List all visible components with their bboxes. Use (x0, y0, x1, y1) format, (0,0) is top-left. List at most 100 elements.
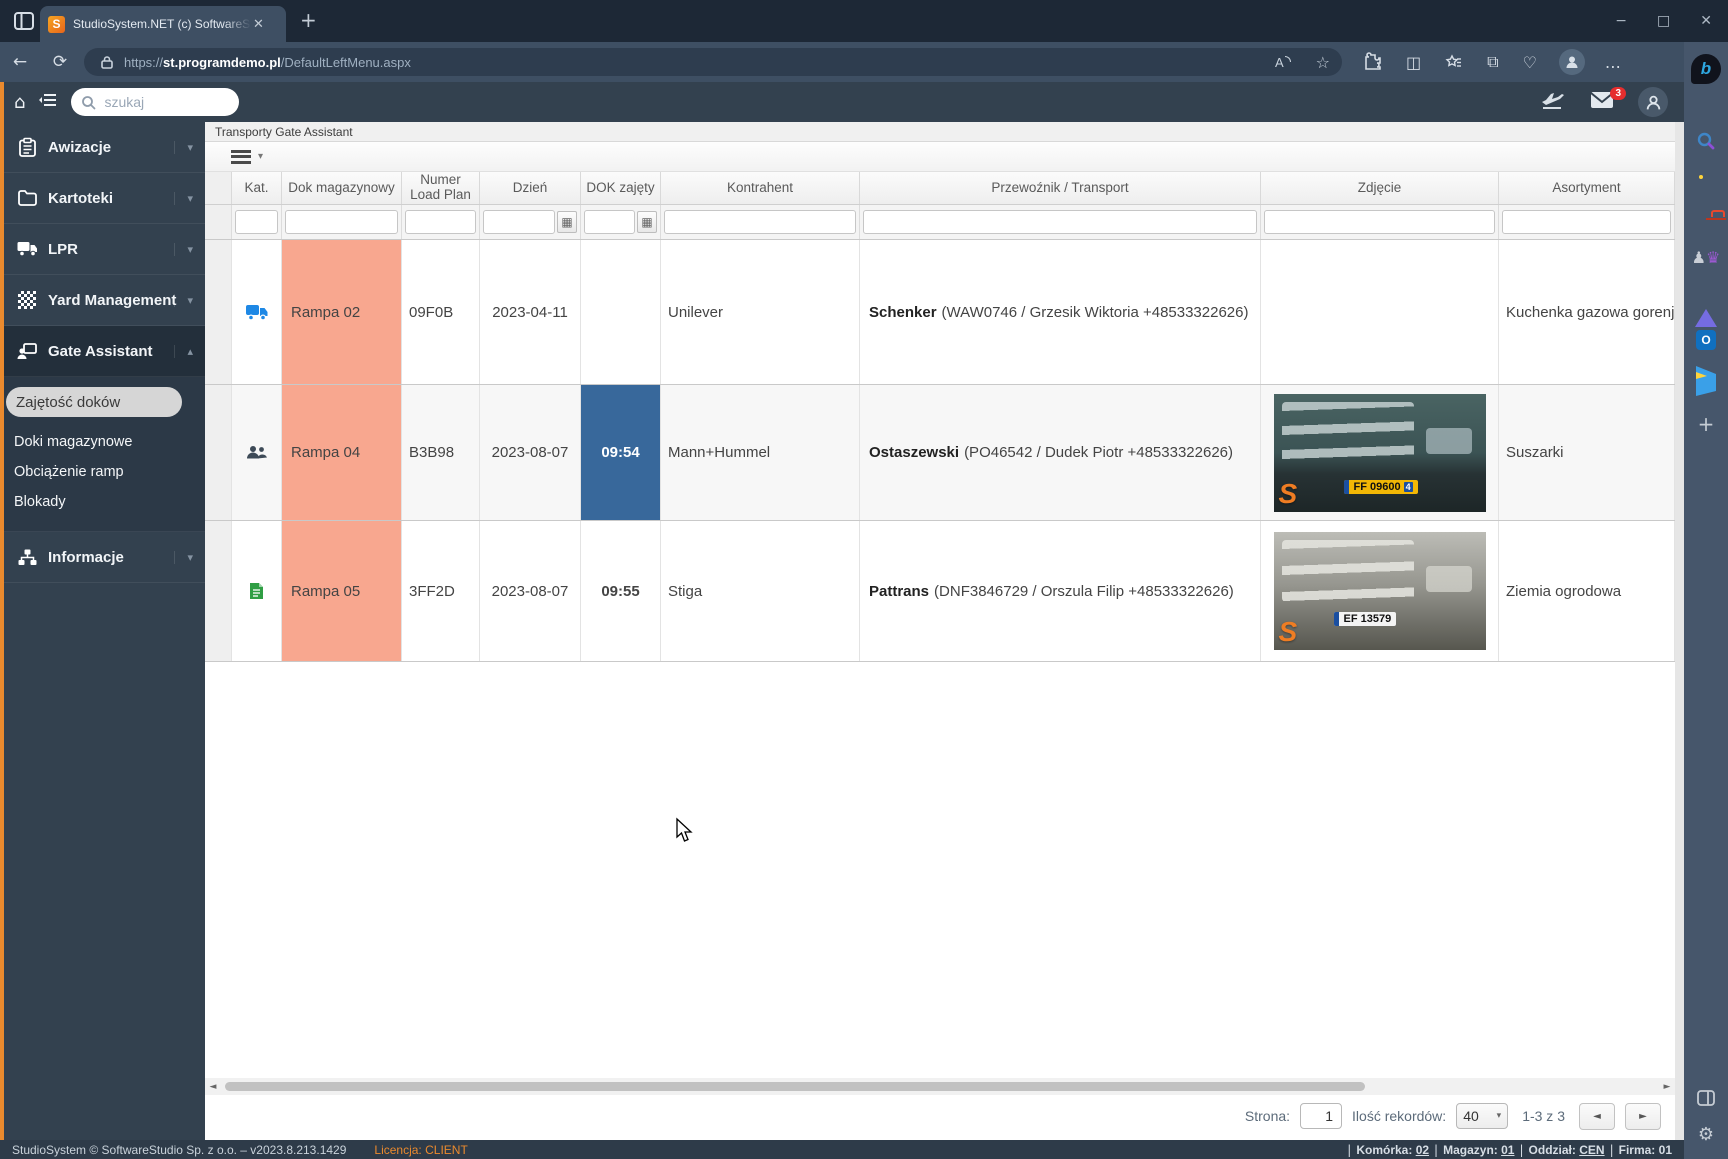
sidebar-item-lpr[interactable]: LPR ▾ (0, 224, 205, 275)
sidebar-item-label: Informacje (48, 548, 124, 566)
sidebar-search-icon[interactable] (1684, 130, 1728, 157)
truck-photo[interactable]: EF 13579 S (1273, 532, 1486, 650)
header-cell-asortyment[interactable]: Asortyment (1499, 172, 1675, 204)
sidebar-settings-gear-icon[interactable]: ⚙ (1697, 1124, 1715, 1145)
table-row[interactable]: Rampa 05 3FF2D 2023-08-07 09:55 Stiga Pa… (205, 521, 1675, 662)
page-number-input[interactable] (1300, 1103, 1343, 1129)
dock-cell: Rampa 04 (282, 385, 402, 520)
header-cell-dok-zajety[interactable]: DOK zajęty (581, 172, 661, 204)
sidebar-panel-icon[interactable] (1684, 1088, 1728, 1113)
games-icon[interactable]: ♟♛ (1691, 248, 1721, 267)
table-row[interactable]: Rampa 02 09F0B 2023-04-11 Unilever Schen… (205, 240, 1675, 385)
scrollbar-thumb[interactable] (225, 1082, 1365, 1091)
split-screen-icon[interactable]: ◫ (1406, 52, 1422, 72)
user-account-icon[interactable] (1638, 87, 1668, 117)
scroll-left-icon[interactable]: ◄ (209, 1081, 217, 1092)
sidebar-subitem-doki-magazynowe[interactable]: Doki magazynowe (14, 434, 133, 450)
previous-page-button[interactable]: ◄ (1579, 1102, 1615, 1130)
browser-tab[interactable]: S StudioSystem.NET (c) SoftwareStu ✕ (40, 6, 286, 42)
filter-input-asortyment[interactable] (1502, 210, 1671, 234)
microsoft-365-icon[interactable] (1684, 292, 1728, 327)
window-minimize-button[interactable]: − (1615, 13, 1628, 29)
license-text: Licencja: CLIENT (374, 1143, 467, 1157)
calendar-picker-icon[interactable]: ▦ (557, 211, 577, 233)
sidebar-subitem-blokady[interactable]: Blokady (14, 494, 66, 510)
app-search-box[interactable] (71, 88, 240, 116)
grid-toolbar: ▾ (205, 142, 1675, 172)
header-cell-dok-magazynowy[interactable]: Dok magazynowy (282, 172, 402, 204)
row-selector-cell[interactable] (205, 521, 232, 661)
outlook-icon[interactable]: O (1684, 330, 1728, 350)
new-tab-button[interactable]: + (300, 8, 317, 32)
header-cell-kat[interactable]: Kat. (232, 172, 282, 204)
header-cell-przewoznik[interactable]: Przewoźnik / Transport (860, 172, 1261, 204)
plate-text: FF 09600 (1353, 480, 1401, 493)
back-button[interactable]: ← (12, 52, 28, 72)
calendar-picker-icon[interactable]: ▦ (637, 211, 657, 233)
profile-avatar[interactable] (1558, 49, 1585, 75)
filter-input-kontrahent[interactable] (664, 210, 856, 234)
horizontal-scrollbar[interactable]: ◄ ► (205, 1078, 1675, 1095)
browser-essentials-icon[interactable]: ♡ (1522, 52, 1537, 72)
add-tabs-group-icon[interactable]: ⧉ (1487, 52, 1499, 71)
carrier-cell: Pattrans (DNF3846729 / Orszula Filip +485… (860, 521, 1261, 661)
header-cell-kontrahent[interactable]: Kontrahent (661, 172, 860, 204)
sidebar-subitem-obciazenie-ramp[interactable]: Obciążenie ramp (14, 464, 124, 480)
extensions-icon[interactable] (1364, 52, 1382, 71)
filter-input-load-plan[interactable] (405, 210, 476, 234)
app-version-text: StudioSystem © SoftwareStudio Sp. z o.o.… (12, 1142, 347, 1157)
truck-photo[interactable]: FF 09600 4 S (1273, 393, 1486, 512)
plate-text: EF 13579 (1343, 613, 1392, 625)
row-selector-cell[interactable] (205, 385, 232, 520)
address-bar[interactable]: https://st.programdemo.pl/DefaultLeftMen… (84, 48, 1342, 76)
collections-icon[interactable] (1445, 53, 1463, 71)
tab-close-icon[interactable]: ✕ (253, 16, 264, 32)
window-close-button[interactable]: ✕ (1700, 13, 1712, 29)
filter-input-przewoznik[interactable] (863, 210, 1257, 234)
sidebar-item-informacje[interactable]: Informacje ▾ (0, 532, 205, 583)
scroll-right-icon[interactable]: ► (1663, 1081, 1671, 1092)
row-selector-cell[interactable] (205, 240, 232, 384)
filter-input-kat[interactable] (235, 210, 278, 234)
filter-input-dok-zajety[interactable] (584, 210, 635, 234)
table-row[interactable]: Rampa 04 B3B98 2023-08-07 09:54 Mann+Hum… (205, 385, 1675, 521)
grid-filter-row: ▦ ▦ (205, 205, 1675, 240)
sidebar-item-kartoteki[interactable]: Kartoteki ▾ (0, 173, 205, 224)
read-aloud-icon[interactable]: A (1275, 55, 1291, 70)
home-icon[interactable]: ⌂ (14, 91, 26, 113)
sidebar-item-gate-assistant[interactable]: Gate Assistant ▴ (0, 326, 205, 377)
photo-cell: EF 13579 S (1261, 521, 1499, 661)
filter-input-zdjecie[interactable] (1264, 210, 1495, 234)
filter-input-dok-magazynowy[interactable] (285, 210, 398, 234)
sidebar-item-yard-management[interactable]: Yard Management ▾ (0, 275, 205, 326)
drop-icon[interactable] (1684, 366, 1728, 396)
departures-icon[interactable] (1540, 89, 1566, 116)
sidebar-item-label: Yard Management (48, 291, 177, 309)
menu-collapse-icon[interactable] (39, 92, 57, 113)
grid-menu-icon[interactable] (231, 149, 251, 164)
grid-menu-caret-icon[interactable]: ▾ (258, 151, 264, 162)
filter-input-dzien[interactable] (483, 210, 555, 234)
favorite-star-icon[interactable]: ☆ (1315, 52, 1330, 72)
messages-icon[interactable]: 3 (1590, 86, 1626, 114)
carrier-name: Ostaszewski (869, 444, 960, 461)
records-per-page-select[interactable]: 40 ▾ (1456, 1103, 1509, 1129)
load-plan-cell: B3B98 (402, 385, 480, 520)
load-plan-cell: 09F0B (402, 240, 480, 384)
add-sidebar-app-icon[interactable]: + (1697, 412, 1715, 436)
sidebar-item-awizacje[interactable]: Awizacje ▾ (0, 122, 205, 173)
sidebar-item-label: LPR (48, 240, 78, 258)
sidebar-subitem-zajetosc-dokow[interactable]: Zajętość doków (6, 387, 182, 417)
scrollbar-track[interactable] (221, 1078, 1659, 1095)
load-plan-cell: 3FF2D (402, 521, 480, 661)
next-page-button[interactable]: ► (1625, 1102, 1661, 1130)
header-cell-dzien[interactable]: Dzień (480, 172, 581, 204)
search-input[interactable] (104, 94, 215, 110)
refresh-button[interactable]: ⟳ (52, 52, 68, 72)
header-cell-zdjecie[interactable]: Zdjęcie (1261, 172, 1499, 204)
tab-workspaces-icon[interactable] (12, 9, 36, 33)
header-cell-numer-load-plan[interactable]: Numer Load Plan (402, 172, 480, 204)
window-maximize-button[interactable]: □ (1657, 13, 1671, 29)
browser-menu-icon[interactable]: … (1604, 52, 1623, 72)
copilot-icon[interactable]: b (1684, 54, 1728, 84)
